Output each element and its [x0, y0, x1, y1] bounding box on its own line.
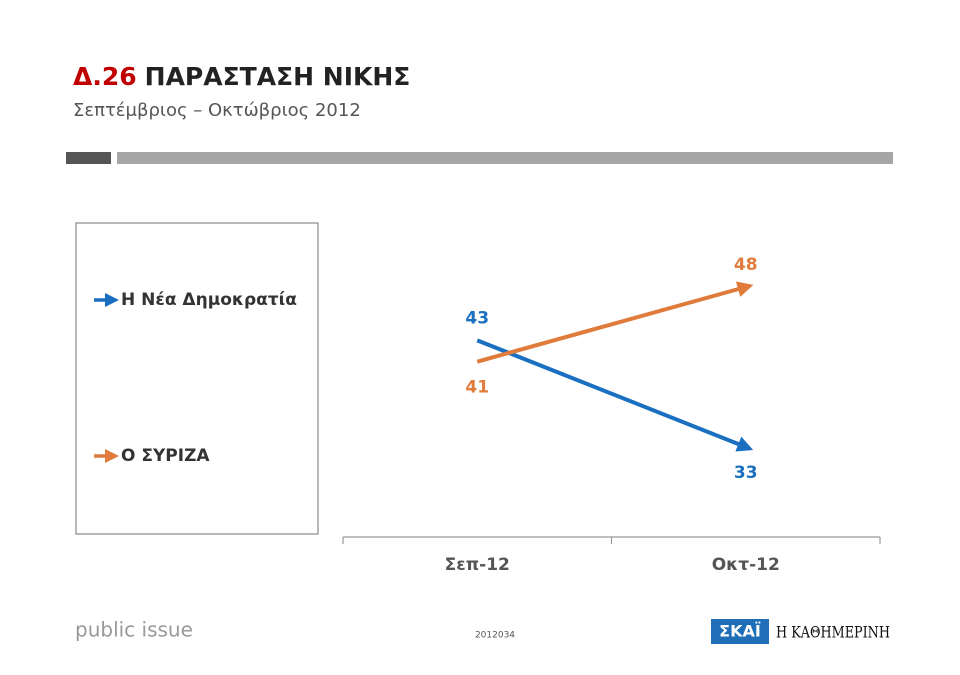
brand: public issue — [75, 618, 193, 642]
logo-paper: Η ΚΑΘΗΜΕΡΙΝΗ — [776, 623, 890, 642]
value-label: 48 — [734, 255, 758, 275]
x-tick-label: Σεπ-12 — [445, 555, 510, 575]
logo-tv-bg — [711, 619, 769, 644]
x-tick-label: Οκτ-12 — [712, 555, 780, 575]
report-code: 2012034 — [475, 631, 515, 641]
logo-tv: ΣΚΑΪ — [719, 622, 761, 641]
title-text: ΠΑΡΑΣΤΑΣΗ ΝΙΚΗΣ — [145, 62, 411, 91]
subtitle: Σεπτέμβριος – Οκτώβριος 2012 — [73, 100, 361, 121]
legend-box — [75, 222, 319, 535]
plot: Σεπ-12 Οκτ-12 43 33 41 48 — [342, 255, 881, 575]
legend-label: Η Νέα Δημοκρατία — [121, 290, 297, 310]
value-label: 33 — [734, 463, 758, 483]
divider-dark — [66, 152, 111, 164]
series-line — [476, 338, 754, 452]
legend-label: Ο ΣΥΡΙΖΑ — [121, 446, 210, 466]
title-code: Δ.26 — [73, 62, 137, 91]
legend: Η Νέα Δημοκρατία Ο ΣΥΡΙΖΑ — [94, 290, 297, 466]
series-line — [476, 281, 754, 364]
divider-light — [117, 152, 893, 164]
value-label: 43 — [465, 308, 489, 328]
value-label: 41 — [465, 378, 489, 398]
title: Δ.26 ΠΑΡΑΣΤΑΣΗ ΝΙΚΗΣ — [73, 62, 410, 91]
